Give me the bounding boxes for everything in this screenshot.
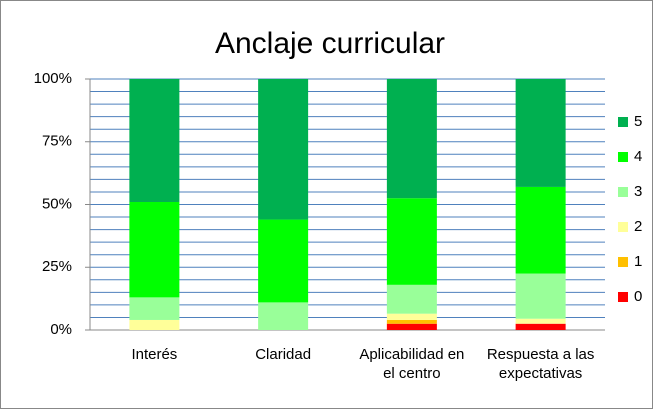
x-tick-label: Respuesta a las expectativas (486, 346, 595, 382)
bar-segment (129, 79, 180, 202)
y-tick-label: 100% (34, 70, 72, 87)
legend-swatch (618, 187, 628, 197)
legend-label: 5 (634, 113, 642, 130)
chart-title: Anclaje curricular (215, 27, 445, 60)
legend-swatch (618, 292, 628, 302)
bar-segment (386, 79, 437, 199)
legend-swatch (618, 222, 628, 232)
bar-segment (129, 297, 180, 320)
bar-segment (386, 198, 437, 285)
legend-swatch (618, 117, 628, 127)
bar-segment (258, 79, 309, 220)
bar-segment (129, 319, 180, 330)
bar-segment (515, 318, 566, 324)
legend-label: 1 (634, 253, 642, 270)
bar-segment (515, 186, 566, 274)
x-tick-label: Aplicabilidad en el centro (359, 346, 465, 382)
bar-segment (386, 323, 437, 330)
y-tick-label: 25% (42, 258, 72, 275)
bar-segment (258, 302, 309, 330)
y-tick-label: 50% (42, 195, 72, 212)
legend-label: 3 (634, 183, 642, 200)
bar-segment (129, 201, 180, 298)
y-tick-label: 0% (50, 321, 72, 338)
legend-swatch (618, 257, 628, 267)
bar-segment (386, 319, 437, 324)
bar-segment (515, 79, 566, 187)
legend-label: 0 (634, 288, 642, 305)
legend-swatch (618, 152, 628, 162)
legend-label: 2 (634, 218, 642, 235)
bar-segment (515, 323, 566, 330)
bar-segment (386, 313, 437, 320)
bar-segment (258, 219, 309, 303)
legend-label: 4 (634, 148, 642, 165)
x-tick-label: Claridad (255, 346, 312, 363)
bar-segment (515, 273, 566, 319)
x-tick-label: Interés (131, 346, 178, 363)
y-tick-label: 75% (42, 133, 72, 150)
bar-segment (386, 284, 437, 314)
